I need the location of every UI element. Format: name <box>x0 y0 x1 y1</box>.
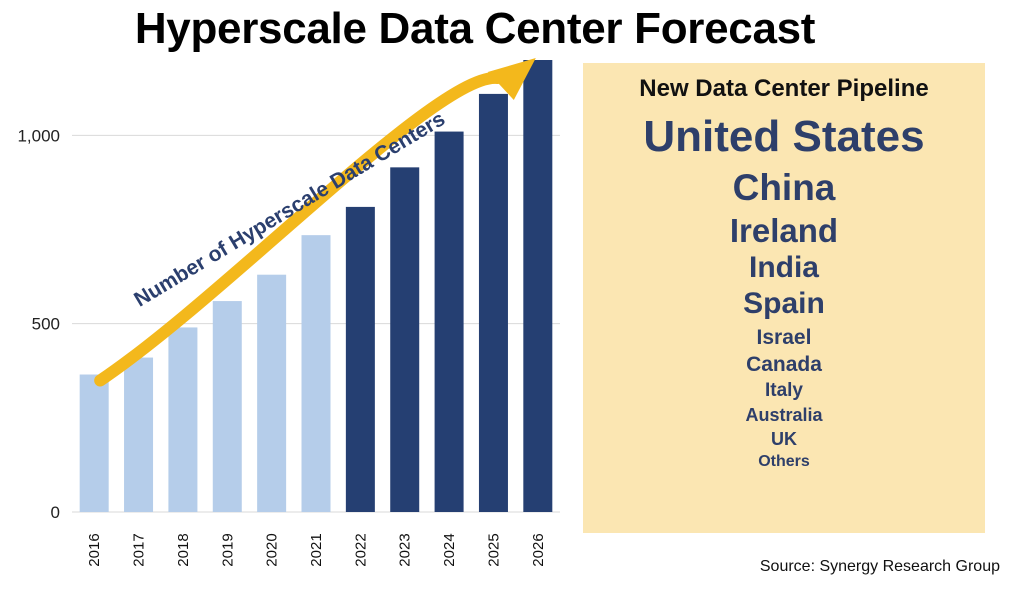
bar-2026 <box>523 60 553 512</box>
source-note: Source: Synergy Research Group <box>759 558 1000 575</box>
y-tick-label: 500 <box>32 315 60 334</box>
x-tick-label: 2022 <box>352 533 369 566</box>
x-tick-label: 2018 <box>175 533 192 566</box>
bar-2020 <box>257 274 287 512</box>
x-tick-label: 2020 <box>264 533 281 566</box>
country-list: United States China Ireland India Spain Israe… <box>583 115 985 470</box>
trend-arrow-head <box>487 58 536 100</box>
country-item: Australia <box>745 405 823 425</box>
pipeline-heading: New Data Center Pipeline <box>639 75 929 102</box>
bar-2025 <box>478 93 508 513</box>
country-item: Spain <box>743 287 825 320</box>
country-item: Israel <box>756 326 812 349</box>
pipeline-panel: New Data Center Pipeline United States Ch… <box>583 63 985 533</box>
x-axis-ticks: 2016 2017 2018 2019 2020 2021 2022 2023 2024 2025… <box>86 533 547 566</box>
country-item: UK <box>771 429 797 449</box>
country-item: India <box>748 251 819 284</box>
x-tick-label: 2023 <box>397 533 414 566</box>
bar-2022 <box>345 206 375 512</box>
bar-2018 <box>168 327 198 512</box>
chart-title: Hyperscale Data Center Forecast <box>134 4 816 53</box>
bar-2017 <box>124 357 154 512</box>
bar-2021 <box>301 235 331 512</box>
x-tick-label: 2019 <box>219 533 236 566</box>
trend-arrow-shaft <box>94 71 504 387</box>
x-tick-label: 2017 <box>131 533 148 566</box>
bar-2019 <box>212 301 242 512</box>
country-item: Italy <box>764 380 804 401</box>
bar-2023 <box>390 167 420 512</box>
country-item: United States <box>643 112 925 161</box>
x-tick-label: 2016 <box>86 533 103 566</box>
bars <box>79 60 553 513</box>
y-axis-ticks: 0 500 1,000 <box>17 126 60 522</box>
bar-2016 <box>79 374 109 512</box>
country-item: Others <box>758 453 810 470</box>
country-item: China <box>732 167 836 208</box>
x-tick-label: 2024 <box>441 533 458 566</box>
country-item: Canada <box>746 353 822 376</box>
x-tick-label: 2025 <box>485 533 502 566</box>
x-tick-label: 2026 <box>530 533 547 566</box>
country-item: Ireland <box>729 212 839 249</box>
bar-2024 <box>434 131 464 513</box>
y-tick-label: 0 <box>51 503 60 522</box>
y-tick-label: 1,000 <box>17 126 60 145</box>
x-tick-label: 2021 <box>308 533 325 566</box>
